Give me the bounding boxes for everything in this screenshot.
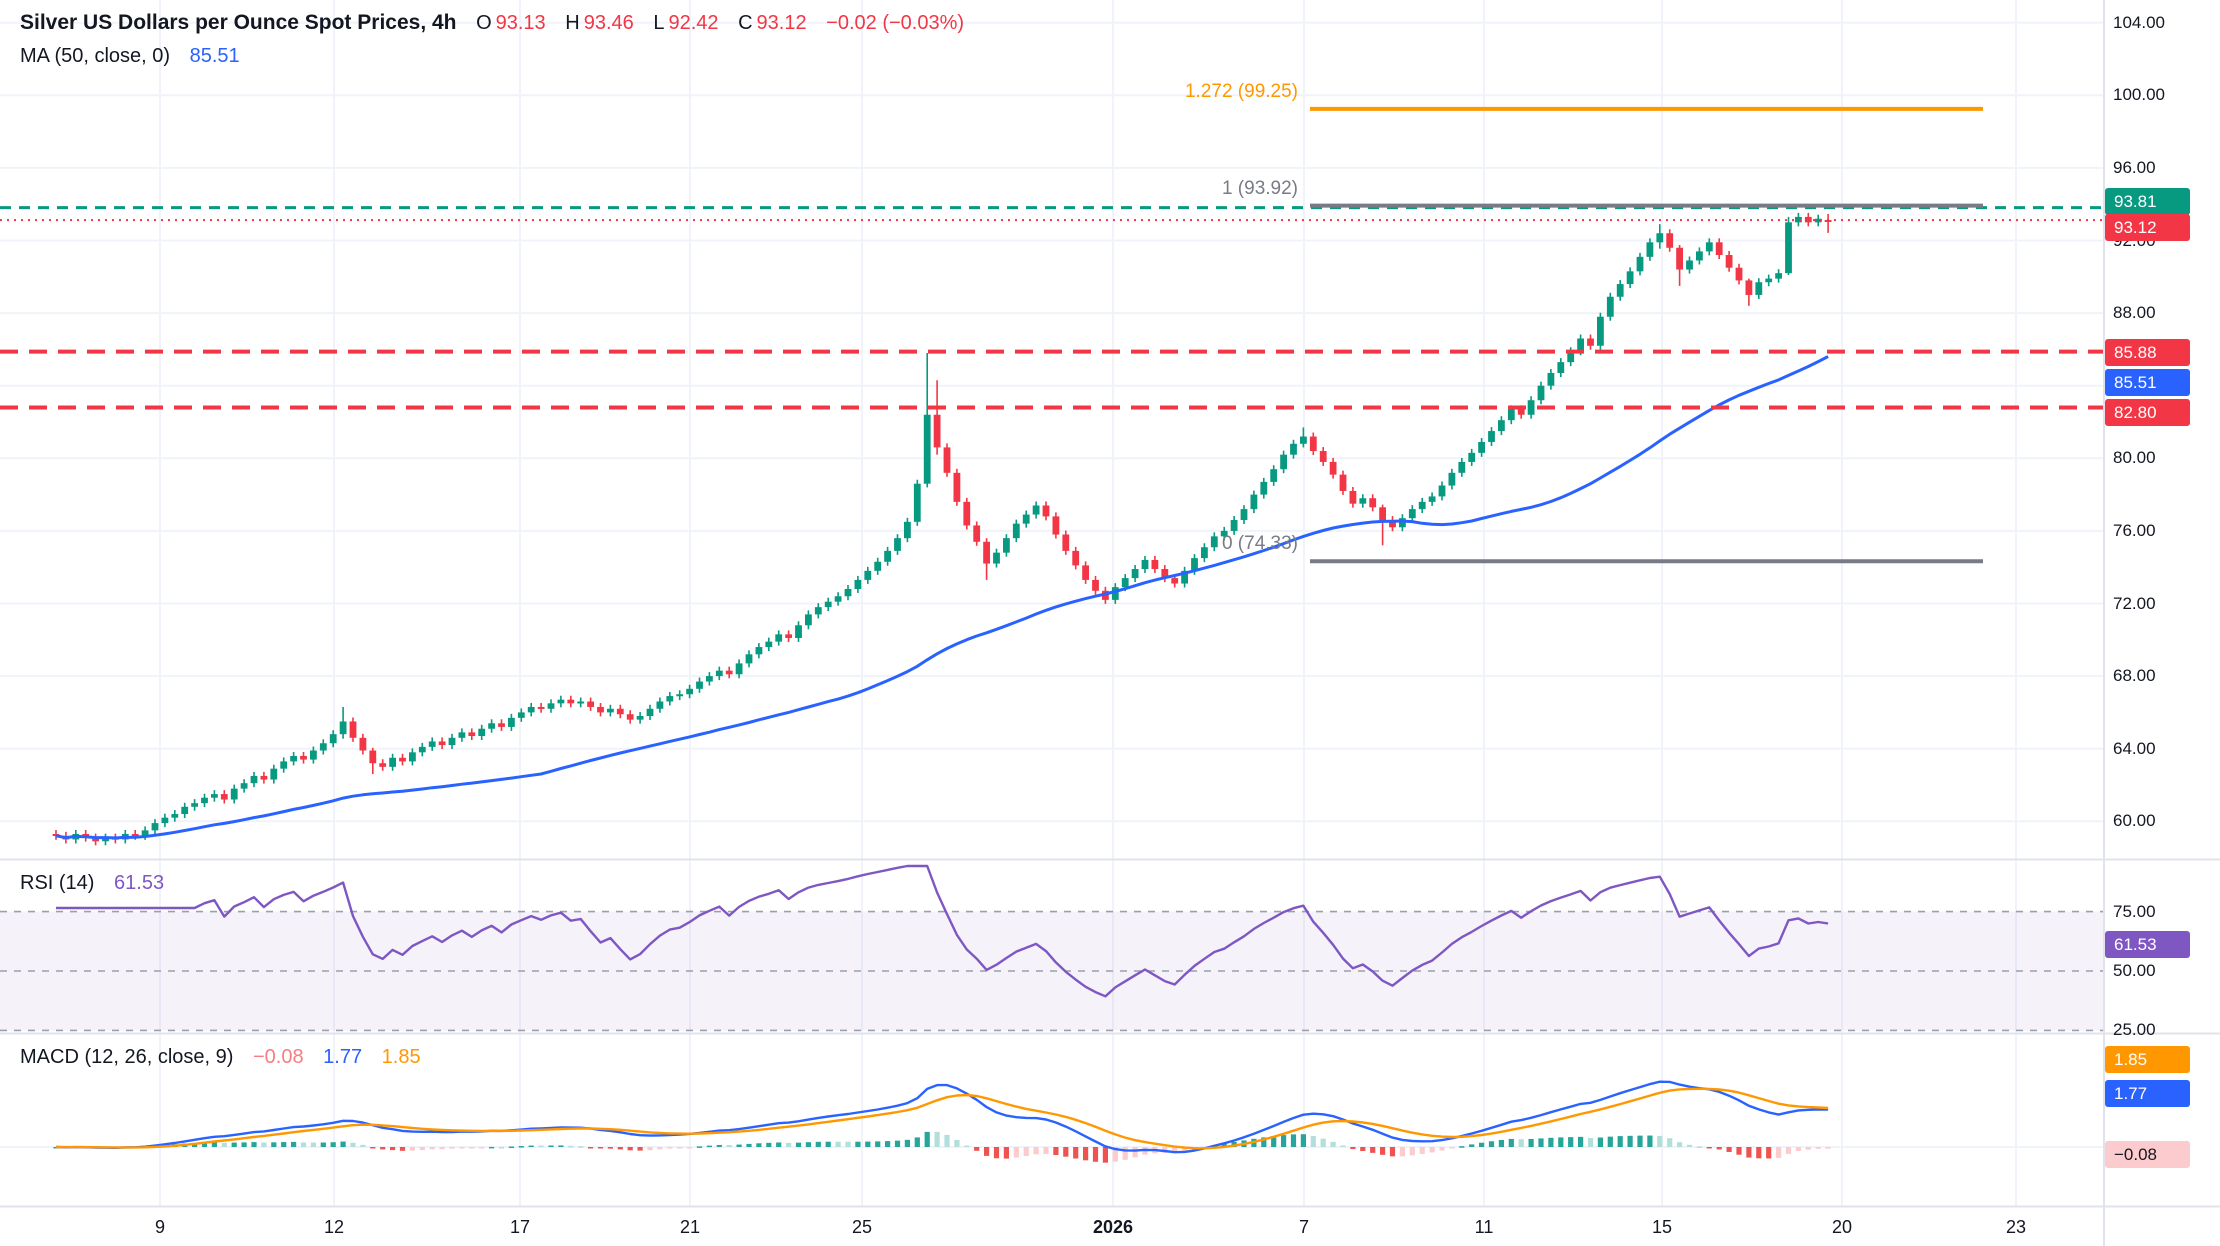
ohlc-open-label: O — [476, 12, 492, 34]
main-legend: Silver US Dollars per Ounce Spot Prices,… — [20, 11, 964, 35]
ma-value: 85.51 — [189, 45, 240, 67]
price-badge: 85.88 — [2105, 339, 2190, 366]
price-badge: −0.08 — [2105, 1141, 2190, 1168]
time-axis-label: 23 — [2005, 1217, 2027, 1237]
fib-level-label[interactable]: 0 (74.33) — [1221, 533, 1298, 555]
ma-label[interactable]: MA (50, close, 0) — [20, 45, 171, 67]
time-axis-label: 12 — [323, 1217, 345, 1237]
price-axis-label: 76.00 — [2113, 520, 2156, 540]
time-axis-label: 7 — [1298, 1217, 1310, 1237]
fib-level-label[interactable]: 1 (93.92) — [1221, 177, 1298, 199]
price-badge: 93.81 — [2105, 188, 2190, 215]
price-axis-label: 104.00 — [2113, 12, 2165, 32]
time-axis-label: 11 — [1474, 1217, 1494, 1237]
price-axis-label: 80.00 — [2113, 448, 2156, 468]
macd-legend: MACD (12, 26, close, 9) −0.08 1.77 1.85 — [20, 1046, 421, 1069]
ma-legend: MA (50, close, 0) 85.51 — [20, 45, 240, 68]
ohlc-low-value: 92.42 — [668, 12, 719, 34]
price-axis-label: 25.00 — [2113, 1020, 2156, 1040]
price-axis-label: 100.00 — [2113, 85, 2165, 105]
price-axis-label: 96.00 — [2113, 157, 2156, 177]
macd-label[interactable]: MACD (12, 26, close, 9) — [20, 1046, 234, 1068]
macd-signal-value: 1.85 — [381, 1046, 421, 1068]
price-axis-label: 60.00 — [2113, 811, 2156, 831]
ohlc-close-value: 93.12 — [756, 12, 807, 34]
time-axis-label: 25 — [851, 1217, 873, 1237]
macd-hist-value: −0.08 — [252, 1046, 304, 1068]
ohlc-high-value: 93.46 — [583, 12, 634, 34]
price-badge: 1.85 — [2105, 1046, 2190, 1073]
time-axis-label: 17 — [509, 1217, 531, 1237]
time-axis-label: 21 — [679, 1217, 701, 1237]
price-badge: 85.51 — [2105, 369, 2190, 396]
ohlc-high-label: H — [565, 12, 580, 34]
ohlc-open-value: 93.13 — [495, 12, 546, 34]
time-axis-label: 2026 — [1092, 1217, 1134, 1237]
price-axis-label: 50.00 — [2113, 961, 2156, 980]
price-axis-label: 68.00 — [2113, 666, 2156, 686]
price-axis-label: 88.00 — [2113, 303, 2156, 323]
time-axis-label: 20 — [1831, 1217, 1853, 1237]
price-badge: 61.53 — [2105, 931, 2190, 958]
rsi-legend: RSI (14) 61.53 — [20, 872, 164, 895]
rsi-label[interactable]: RSI (14) — [20, 872, 95, 894]
price-change: −0.02 (−0.03%) — [826, 12, 965, 34]
time-axis-label: 9 — [154, 1217, 166, 1237]
price-axis-label: 72.00 — [2113, 593, 2156, 613]
rsi-value: 61.53 — [114, 872, 165, 894]
time-axis-label: 15 — [1651, 1217, 1673, 1237]
chart-title[interactable]: Silver US Dollars per Ounce Spot Prices,… — [20, 11, 457, 34]
fib-level-label[interactable]: 1.272 (99.25) — [1184, 80, 1298, 102]
price-badge: 1.77 — [2105, 1080, 2190, 1107]
macd-line-value: 1.77 — [323, 1046, 363, 1068]
price-axis-label: 64.00 — [2113, 738, 2156, 758]
ohlc-low-label: L — [653, 12, 665, 34]
ohlc-close-label: C — [738, 12, 753, 34]
price-badge: 93.12 — [2105, 214, 2190, 241]
price-badge: 82.80 — [2105, 399, 2190, 426]
price-axis-label: 75.00 — [2113, 901, 2156, 921]
